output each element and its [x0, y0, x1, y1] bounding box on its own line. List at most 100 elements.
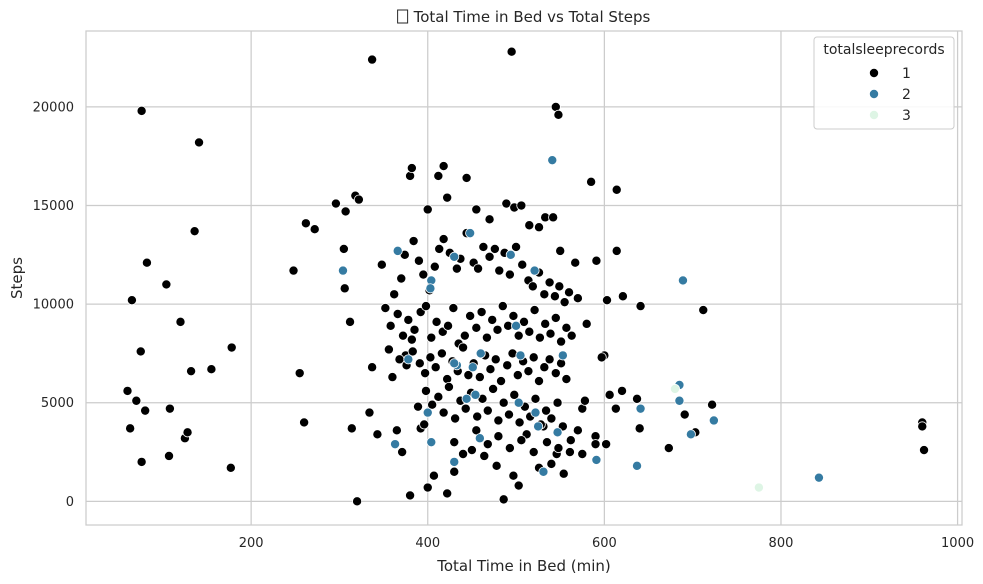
scatter-point-series-1: [387, 372, 398, 383]
scatter-point-series-1: [601, 439, 612, 450]
scatter-point-series-1: [506, 46, 517, 57]
scatter-point-series-1: [461, 172, 472, 183]
scatter-point-series-2: [390, 439, 401, 450]
scatter-point-series-1: [420, 385, 431, 396]
y-tick-label: 10000: [33, 298, 74, 313]
scatter-point-series-1: [161, 279, 172, 290]
scatter-point-series-1: [503, 409, 514, 420]
legend: totalsleeprecords 1 2 3: [813, 36, 955, 130]
scatter-point-series-1: [473, 263, 484, 274]
scatter-point-series-1: [596, 352, 607, 363]
scatter-point-series-1: [430, 362, 441, 373]
scatter-point-series-1: [463, 370, 474, 381]
scatter-point-series-1: [485, 364, 496, 375]
x-axis-label: Total Time in Bed (min): [436, 557, 611, 575]
scatter-point-series-1: [634, 423, 645, 434]
scatter-point-series-1: [288, 265, 299, 276]
scatter-point-series-1: [225, 462, 236, 473]
scatter-point-series-2: [465, 228, 476, 239]
scatter-point-series-1: [508, 470, 519, 481]
scatter-point-series-1: [487, 314, 498, 325]
scatter-point-series-1: [206, 364, 217, 375]
scatter-point-series-1: [516, 435, 527, 446]
scatter-point-series-1: [330, 198, 341, 209]
scatter-point-series-2: [403, 354, 414, 365]
scatter-point-series-1: [194, 137, 205, 148]
chart-title-group: Total Time in Bed vs Total Steps: [397, 8, 651, 26]
legend-label: 2: [902, 87, 911, 103]
scatter-point-series-1: [501, 198, 512, 209]
legend-marker: [869, 110, 880, 121]
scatter-point-series-1: [502, 360, 513, 371]
scatter-point-series-1: [471, 204, 482, 215]
legend-marker: [869, 68, 880, 79]
scatter-point-series-1: [579, 395, 590, 406]
scatter-point-series-1: [917, 421, 928, 432]
scatter-point-series-2: [392, 245, 403, 256]
scatter-point-series-1: [539, 289, 550, 300]
scatter-point-series-1: [413, 401, 424, 412]
scatter-point-series-1: [476, 307, 487, 318]
x-tick-label: 600: [592, 536, 617, 551]
scatter-point-series-1: [409, 324, 420, 335]
scatter-point-series-1: [489, 243, 500, 254]
scatter-point-series-1: [443, 320, 454, 331]
legend-title: totalsleeprecords: [823, 42, 944, 58]
scatter-point-series-2: [813, 472, 824, 483]
scatter-point-series-1: [140, 405, 151, 416]
scatter-point-series-2: [337, 265, 348, 276]
scatter-point-series-2: [511, 320, 522, 331]
scatter-point-series-1: [540, 318, 551, 329]
scatter-point-series-1: [367, 362, 378, 373]
scatter-point-series-1: [122, 385, 133, 396]
scatter-point-series-1: [164, 403, 175, 414]
plot-frame: [85, 30, 963, 526]
scatter-point-series-2: [505, 249, 516, 260]
scatter-point-series-1: [482, 439, 493, 450]
scatter-point-series-1: [698, 305, 709, 316]
scatter-point-series-2: [530, 407, 541, 418]
scatter-point-series-1: [524, 220, 535, 231]
x-tick-label: 800: [769, 536, 794, 551]
scatter-point-series-1: [602, 295, 613, 306]
scatter-point-series-1: [541, 405, 552, 416]
scatter-point-series-1: [420, 301, 431, 312]
scatter-point-series-1: [544, 354, 555, 365]
scatter-point-series-1: [517, 259, 528, 270]
scatter-point-series-1: [546, 413, 557, 424]
x-tick-label: 200: [239, 536, 264, 551]
scatter-point-series-1: [496, 376, 507, 387]
x-tick-labels: 200 400 600 800 1000: [239, 536, 974, 551]
scatter-point-series-1: [497, 301, 508, 312]
scatter-point-series-1: [136, 456, 147, 467]
scatter-point-series-1: [610, 403, 621, 414]
y-tick-label: 5000: [41, 396, 74, 411]
scatter-point-series-2: [449, 251, 460, 262]
scatter-point-series-1: [558, 468, 569, 479]
scatter-point-series-1: [479, 450, 490, 461]
scatter-point-series-1: [376, 259, 387, 270]
scatter-point-series-2: [547, 155, 558, 166]
scatter-point-series-1: [451, 263, 462, 274]
chart-title: Total Time in Bed vs Total Steps: [413, 8, 651, 26]
scatter-point-series-1: [442, 488, 453, 499]
scatter-point-series-1: [131, 395, 142, 406]
scatter-point-series-1: [340, 206, 351, 217]
scatter-point-series-1: [403, 314, 414, 325]
scatter-point-series-1: [509, 389, 520, 400]
scatter-point-series-1: [577, 449, 588, 460]
scatter-point-series-2: [674, 395, 685, 406]
scatter-point-series-1: [429, 261, 440, 272]
scatter-point-series-1: [529, 305, 540, 316]
scatter-point-series-1: [552, 397, 563, 408]
scatter-point-series-2: [533, 421, 544, 432]
scatter-point-series-1: [581, 318, 592, 329]
scatter-point-series-1: [125, 423, 136, 434]
scatter-point-series-1: [498, 494, 509, 505]
scatter-point-series-1: [514, 417, 525, 428]
scatter-point-series-1: [617, 385, 628, 396]
scatter-point-series-1: [345, 316, 356, 327]
scatter-point-series-1: [408, 236, 419, 247]
scatter-point-series-1: [443, 381, 454, 392]
scatter-point-series-1: [226, 342, 237, 353]
